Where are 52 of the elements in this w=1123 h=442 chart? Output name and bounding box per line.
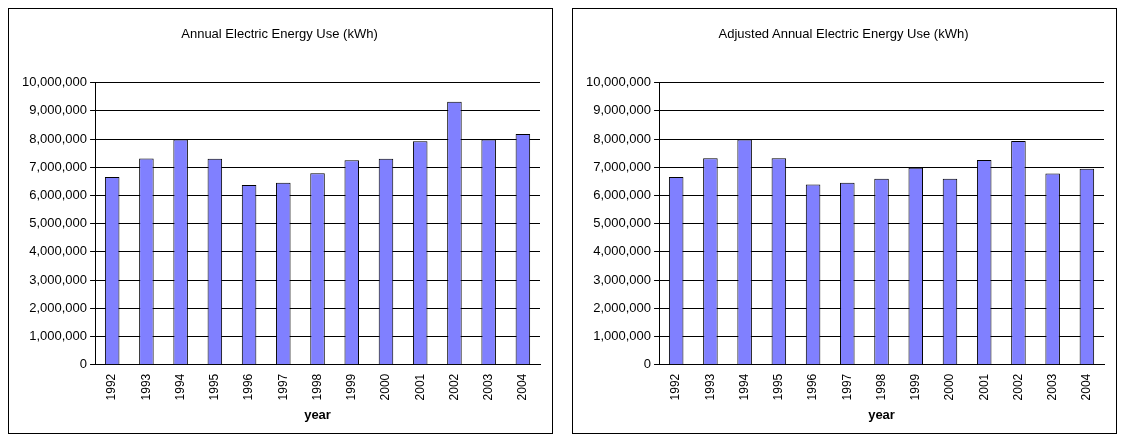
x-tick-label: 2004 — [1079, 373, 1094, 401]
y-tick-label: 6,000,000 — [29, 187, 88, 203]
x-tick-label: 1998 — [873, 373, 888, 401]
x-tick-label: 1995 — [207, 373, 222, 401]
x-tick-label: 1997 — [275, 373, 290, 401]
x-tick-label: 1997 — [839, 373, 854, 401]
x-tick-label: 1998 — [309, 373, 324, 401]
y-tick-label: 4,000,000 — [29, 243, 88, 259]
x-tick-label: 1992 — [668, 373, 683, 401]
y-tick-label: 8,000,000 — [29, 130, 88, 146]
x-tick-label: 2001 — [412, 373, 427, 401]
x-tick-label: 2004 — [515, 373, 530, 401]
x-tick-label: 2000 — [942, 373, 957, 401]
chart-title: Adjusted Annual Electric Energy Use (kWh) — [718, 26, 969, 42]
y-tick-label: 10,000,000 — [21, 74, 88, 90]
y-tick-label: 8,000,000 — [593, 130, 652, 146]
y-tick-label: 6,000,000 — [593, 187, 652, 203]
y-tick-label: 7,000,000 — [29, 158, 88, 174]
x-tick-label: 2001 — [976, 373, 991, 401]
y-tick-label: 1,000,000 — [29, 328, 88, 344]
y-tick-label: 1,000,000 — [593, 328, 652, 344]
y-tick-label: 4,000,000 — [593, 243, 652, 259]
y-tick-label: 9,000,000 — [593, 102, 652, 118]
x-tick-label: 1993 — [138, 373, 153, 401]
y-tick-label: 0 — [79, 356, 88, 372]
y-tick-label: 2,000,000 — [29, 299, 88, 315]
y-tick-label: 7,000,000 — [593, 158, 652, 174]
y-tick-label: 3,000,000 — [593, 271, 652, 287]
x-tick-label: 2002 — [446, 373, 461, 401]
y-tick-label: 3,000,000 — [29, 271, 88, 287]
y-tick-label: 5,000,000 — [593, 215, 652, 231]
x-tick-label: 1994 — [736, 373, 751, 401]
y-tick-label: 2,000,000 — [593, 299, 652, 315]
x-tick-label: 1999 — [908, 373, 923, 401]
x-tick-label: 1996 — [241, 373, 256, 401]
x-axis-title: year — [304, 406, 331, 422]
x-tick-label: 1996 — [805, 373, 820, 401]
x-tick-label: 2002 — [1010, 373, 1025, 401]
x-axis-title: year — [868, 406, 895, 422]
y-tick-label: 5,000,000 — [29, 215, 88, 231]
x-tick-label: 1992 — [104, 373, 119, 401]
y-tick-label: 10,000,000 — [585, 74, 652, 90]
y-tick-label: 0 — [643, 356, 652, 372]
x-tick-label: 2003 — [1044, 373, 1059, 401]
x-tick-label: 1993 — [702, 373, 717, 401]
x-tick-label: 2003 — [480, 373, 495, 401]
x-tick-label: 1995 — [771, 373, 786, 401]
x-tick-label: 2000 — [378, 373, 393, 401]
chart-title: Annual Electric Energy Use (kWh) — [181, 26, 378, 42]
y-tick-label: 9,000,000 — [29, 102, 88, 118]
x-tick-label: 1994 — [172, 373, 187, 401]
x-tick-label: 1999 — [344, 373, 359, 401]
